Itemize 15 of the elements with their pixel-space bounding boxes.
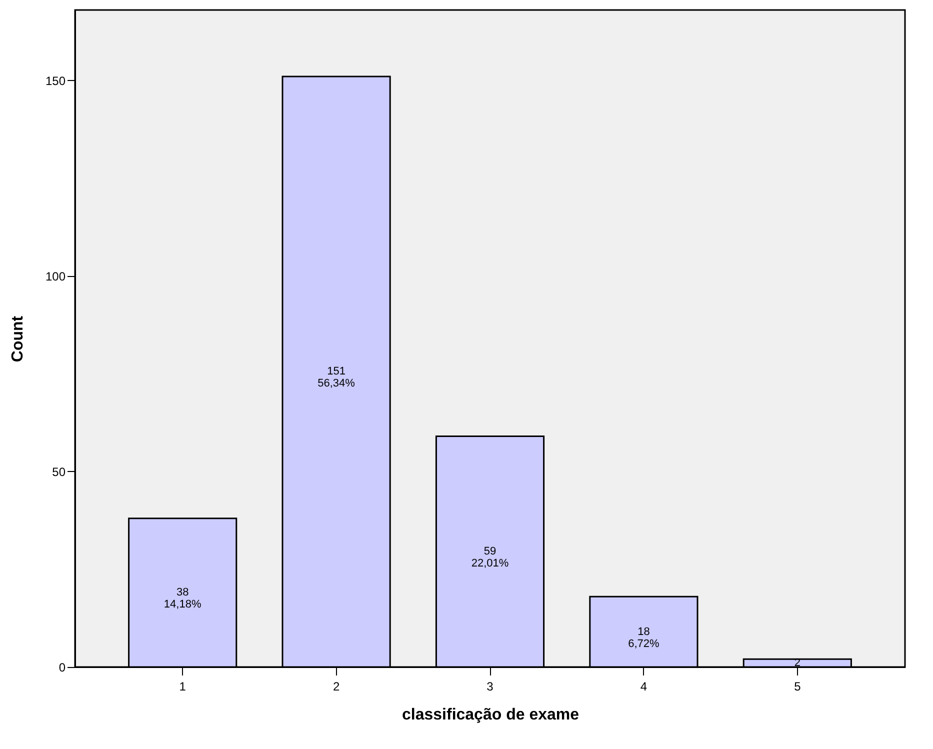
data-label: 38 14,18%: [164, 586, 202, 611]
data-label: 151 56,34%: [318, 366, 356, 390]
x-tick-label: 5: [794, 680, 802, 694]
x-tick-label: 1: [179, 680, 186, 694]
y-tick-label: 0: [58, 660, 66, 674]
y-axis-title: Count: [9, 315, 26, 362]
x-axis-title: classificação de exame: [402, 706, 580, 724]
x-tick-label: 2: [332, 680, 340, 694]
y-tick-label: 50: [52, 464, 66, 479]
y-tick-label: 150: [45, 74, 66, 88]
y-tick-label: 100: [45, 269, 66, 284]
data-label: 18 6,72%: [628, 626, 660, 650]
data-label: 59 22,01%: [471, 546, 509, 570]
x-tick-label: 4: [640, 680, 648, 694]
x-tick-label: 3: [486, 680, 494, 694]
